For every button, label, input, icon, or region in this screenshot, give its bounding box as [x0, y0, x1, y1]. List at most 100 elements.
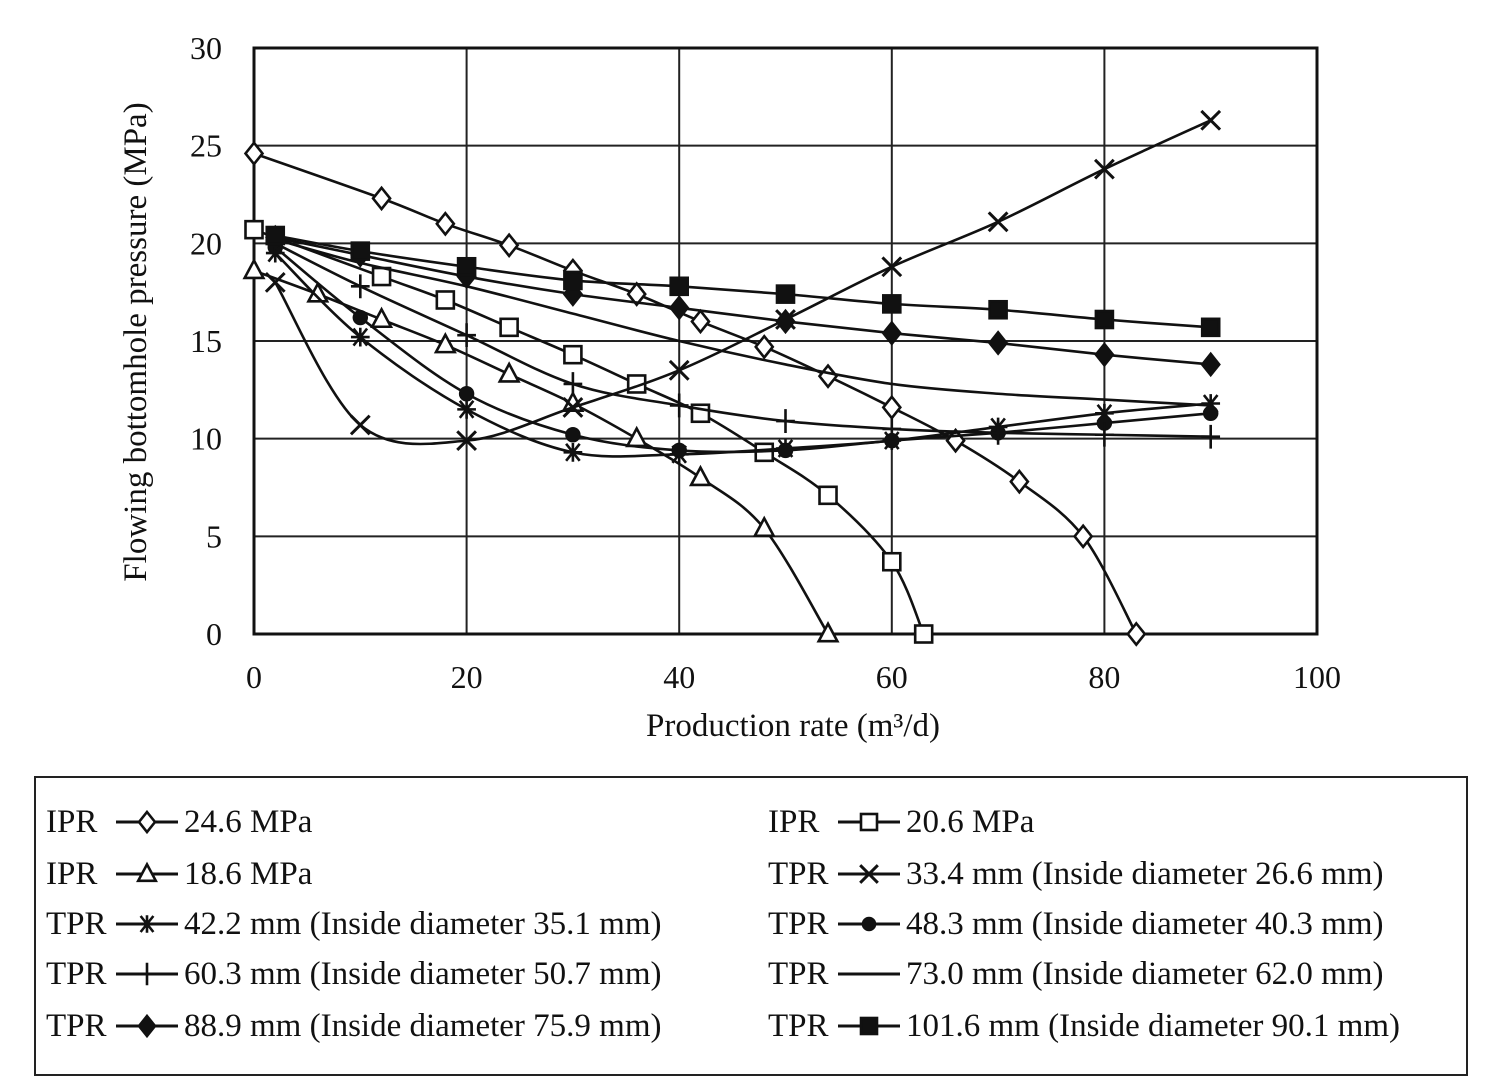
point-marker	[1201, 424, 1221, 449]
point-marker	[352, 309, 369, 326]
legend-label: 42.2 mm (Inside diameter 35.1 mm)	[184, 905, 662, 942]
point-marker	[988, 420, 1008, 445]
x-tick-label: 20	[451, 659, 483, 695]
legend-swatch	[116, 915, 178, 933]
legend-swatch	[116, 861, 178, 883]
legend-label: 20.6 MPa	[906, 803, 1035, 840]
point-marker	[752, 515, 776, 538]
legend-kind: TPR	[46, 955, 107, 992]
y-tick-label: 25	[190, 128, 222, 164]
point-marker	[626, 281, 647, 307]
series-line	[274, 119, 1212, 446]
point-marker	[371, 266, 392, 287]
point-marker	[1200, 109, 1222, 131]
point-marker	[1126, 621, 1147, 647]
point-marker	[498, 232, 520, 258]
point-marker	[243, 140, 265, 167]
point-marker	[859, 864, 879, 884]
series-line	[274, 238, 1211, 407]
point-marker	[1095, 403, 1114, 423]
legend-item: IPR 20.6 MPa	[768, 800, 1034, 844]
point-marker	[563, 442, 583, 462]
y-tick-label: 15	[190, 323, 222, 359]
point-marker	[881, 294, 902, 314]
point-marker	[497, 361, 521, 383]
point-marker	[349, 414, 371, 436]
legend-kind: IPR	[768, 803, 820, 840]
legend-kind: TPR	[768, 955, 829, 992]
y-tick-label: 30	[190, 30, 222, 66]
point-marker	[688, 464, 712, 487]
point-marker	[242, 257, 266, 280]
legend-swatch	[838, 812, 900, 832]
point-marker	[457, 400, 476, 419]
point-marker	[137, 1013, 157, 1039]
point-marker	[859, 812, 879, 832]
point-marker	[881, 256, 903, 278]
series-7	[265, 231, 1221, 449]
legend-kind: TPR	[768, 1007, 829, 1044]
series-9	[265, 224, 1221, 378]
legend-swatch	[838, 864, 900, 884]
legend-swatch	[116, 962, 178, 986]
point-marker	[136, 861, 158, 883]
x-tick-label: 100	[1293, 659, 1341, 695]
point-marker	[499, 317, 519, 338]
series-line	[253, 269, 830, 635]
point-marker	[913, 624, 934, 644]
point-marker	[1072, 523, 1094, 550]
legend-item: TPR 88.9 mm (Inside diameter 75.9 mm)	[46, 1004, 662, 1048]
point-marker	[1202, 405, 1219, 421]
point-marker	[775, 284, 796, 304]
point-marker	[669, 276, 690, 297]
series-line	[274, 236, 1211, 366]
legend-swatch	[116, 1013, 178, 1039]
series-8	[274, 238, 1211, 407]
point-marker	[859, 1016, 879, 1036]
point-marker	[138, 962, 156, 986]
series-10	[265, 225, 1221, 338]
legend-label: 73.0 mm (Inside diameter 62.0 mm)	[906, 955, 1384, 992]
point-marker	[350, 327, 370, 347]
y-tick-label: 5	[206, 518, 222, 554]
point-marker	[987, 211, 1009, 233]
x-tick-label: 40	[663, 659, 695, 695]
point-marker	[562, 397, 584, 418]
point-marker	[435, 211, 456, 237]
point-marker	[1009, 468, 1030, 495]
legend-kind: TPR	[46, 1007, 107, 1044]
point-marker	[861, 916, 877, 932]
legend-kind: TPR	[46, 905, 107, 942]
legend-label: 60.3 mm (Inside diameter 50.7 mm)	[184, 955, 662, 992]
legend-label: 24.6 MPa	[184, 803, 313, 840]
point-marker	[563, 270, 583, 291]
legend-swatch	[116, 809, 178, 835]
point-marker	[435, 290, 456, 310]
y-tick-label: 20	[190, 225, 222, 261]
point-marker	[244, 219, 264, 240]
series-line	[274, 242, 1211, 439]
point-marker	[1200, 317, 1221, 338]
grid	[252, 46, 1319, 636]
point-marker	[690, 308, 711, 335]
point-marker	[754, 334, 775, 360]
legend-item: TPR 33.4 mm (Inside diameter 26.6 mm)	[768, 852, 1384, 896]
x-axis-label: Production rate (m³/d)	[646, 708, 940, 744]
legend-item: IPR 18.6 MPa	[46, 852, 312, 896]
point-marker	[669, 295, 690, 321]
point-marker	[563, 372, 583, 396]
point-marker	[1094, 309, 1115, 330]
point-marker	[1200, 351, 1221, 378]
point-marker	[457, 323, 476, 348]
point-marker	[350, 274, 370, 299]
point-marker	[881, 394, 902, 421]
legend-label: 88.9 mm (Inside diameter 75.9 mm)	[184, 1007, 662, 1044]
y-axis-label: Flowing bottomhole pressure (MPa)	[118, 102, 154, 581]
point-marker	[1094, 341, 1115, 368]
point-marker	[669, 393, 689, 418]
legend-kind: TPR	[768, 905, 829, 942]
point-marker	[371, 185, 392, 212]
legend-label: 101.6 mm (Inside diameter 90.1 mm)	[906, 1007, 1400, 1044]
legend-label: 48.3 mm (Inside diameter 40.3 mm)	[906, 905, 1384, 942]
point-marker	[370, 306, 394, 329]
